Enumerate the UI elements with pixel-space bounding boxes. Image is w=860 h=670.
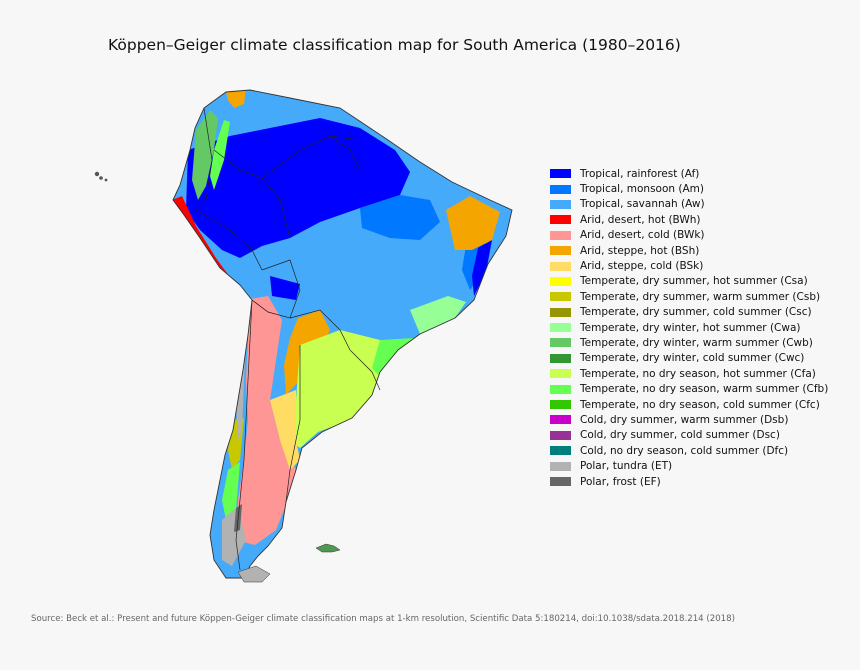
zone-bwk — [236, 296, 296, 545]
legend-swatch — [550, 184, 571, 194]
legend-swatch — [550, 430, 571, 440]
zone-cfb-chile — [222, 462, 240, 520]
legend-label: Polar, tundra (ET) — [580, 460, 673, 473]
zone-af-atlantic — [472, 240, 492, 296]
legend-label: Temperate, dry winter, hot summer (Cwa) — [580, 321, 801, 334]
map-title: Köppen–Geiger climate classification map… — [108, 36, 681, 54]
legend-item-cwc: Temperate, dry winter, cold summer (Cwc) — [550, 351, 828, 366]
zone-bsh-caribbean — [226, 90, 246, 108]
legend-swatch — [550, 338, 571, 348]
legend-label: Arid, desert, hot (BWh) — [580, 213, 701, 226]
legend-swatch — [550, 246, 571, 256]
legend-swatch — [550, 353, 571, 363]
legend-swatch — [550, 307, 571, 317]
legend-label: Cold, dry summer, cold summer (Dsc) — [580, 429, 780, 442]
legend-label: Arid, desert, cold (BWk) — [580, 229, 705, 242]
zone-cwa — [410, 296, 466, 334]
legend-swatch — [550, 477, 571, 486]
legend-item-aw: Tropical, savannah (Aw) — [550, 197, 828, 212]
legend-item-ef: Polar, frost (EF) — [550, 474, 828, 489]
legend-item-af: Tropical, rainforest (Af) — [550, 166, 828, 181]
legend-swatch — [550, 292, 571, 302]
galapagos-islands — [94, 171, 108, 182]
legend-swatch — [550, 323, 571, 333]
legend-label: Polar, frost (EF) — [580, 475, 661, 488]
zone-cfb-andes — [192, 110, 218, 200]
legend-swatch — [550, 169, 571, 179]
legend-swatch — [550, 400, 571, 410]
legend-item-bsh: Arid, steppe, hot (BSh) — [550, 243, 828, 258]
legend-swatch — [550, 215, 571, 225]
legend-swatch — [550, 199, 571, 209]
zone-af-amazon — [186, 118, 410, 258]
legend-label: Arid, steppe, hot (BSh) — [580, 244, 700, 257]
legend-item-cfa: Temperate, no dry season, hot summer (Cf… — [550, 366, 828, 381]
legend-swatch — [550, 415, 571, 425]
zone-bsk — [270, 390, 300, 470]
legend-label: Tropical, monsoon (Am) — [580, 183, 704, 196]
zone-bsh-northeast — [446, 196, 500, 250]
source-citation: Source: Beck et al.: Present and future … — [31, 614, 735, 624]
legend-item-bwh: Arid, desert, hot (BWh) — [550, 212, 828, 227]
legend-item-csb: Temperate, dry summer, warm summer (Csb) — [550, 289, 828, 304]
legend-item-dfc: Cold, no dry season, cold summer (Dfc) — [550, 443, 828, 458]
zone-af-bolivia — [270, 276, 300, 300]
legend-label: Temperate, no dry season, cold summer (C… — [580, 398, 820, 411]
legend-label: Temperate, no dry season, hot summer (Cf… — [580, 367, 816, 380]
legend-item-bsk: Arid, steppe, cold (BSk) — [550, 258, 828, 273]
falkland-islands — [315, 543, 341, 553]
legend-label: Temperate, dry summer, hot summer (Csa) — [580, 275, 808, 288]
legend-item-cwa: Temperate, dry winter, hot summer (Cwa) — [550, 320, 828, 335]
legend-item-am: Tropical, monsoon (Am) — [550, 181, 828, 196]
legend-label: Tropical, savannah (Aw) — [580, 198, 705, 211]
legend-label: Cold, dry summer, warm summer (Dsb) — [580, 413, 789, 426]
legend-label: Temperate, dry winter, warm summer (Cwb) — [580, 336, 813, 349]
legend-label: Temperate, dry winter, cold summer (Cwc) — [580, 352, 805, 365]
legend-label: Temperate, dry summer, warm summer (Csb) — [580, 290, 821, 303]
climate-zones — [173, 90, 512, 578]
legend-item-csa: Temperate, dry summer, hot summer (Csa) — [550, 274, 828, 289]
legend-item-dsc: Cold, dry summer, cold summer (Dsc) — [550, 428, 828, 443]
legend-item-bwk: Arid, desert, cold (BWk) — [550, 228, 828, 243]
legend-item-cwb: Temperate, dry winter, warm summer (Cwb) — [550, 335, 828, 350]
legend-item-cfc: Temperate, no dry season, cold summer (C… — [550, 397, 828, 412]
legend-label: Cold, no dry season, cold summer (Dfc) — [580, 444, 789, 457]
legend-swatch — [550, 446, 571, 456]
country-borders — [195, 107, 381, 571]
legend-item-cfb: Temperate, no dry season, warm summer (C… — [550, 381, 828, 396]
legend-label: Temperate, dry summer, cold summer (Csc) — [580, 306, 812, 319]
legend-item-et: Polar, tundra (ET) — [550, 458, 828, 473]
legend-swatch — [550, 384, 571, 394]
zone-am — [360, 195, 440, 240]
legend-swatch — [550, 261, 571, 271]
legend-item-dsb: Cold, dry summer, warm summer (Dsb) — [550, 412, 828, 427]
legend-label: Arid, steppe, cold (BSk) — [580, 260, 704, 273]
legend-label: Tropical, rainforest (Af) — [580, 167, 700, 180]
legend-swatch — [550, 369, 571, 379]
legend: Tropical, rainforest (Af) Tropical, mons… — [550, 166, 828, 489]
tierra-del-fuego — [237, 565, 271, 583]
legend-swatch — [550, 276, 571, 286]
legend-swatch — [550, 461, 571, 471]
legend-swatch — [550, 230, 571, 240]
legend-label: Temperate, no dry season, warm summer (C… — [580, 383, 829, 396]
legend-item-csc: Temperate, dry summer, cold summer (Csc) — [550, 305, 828, 320]
